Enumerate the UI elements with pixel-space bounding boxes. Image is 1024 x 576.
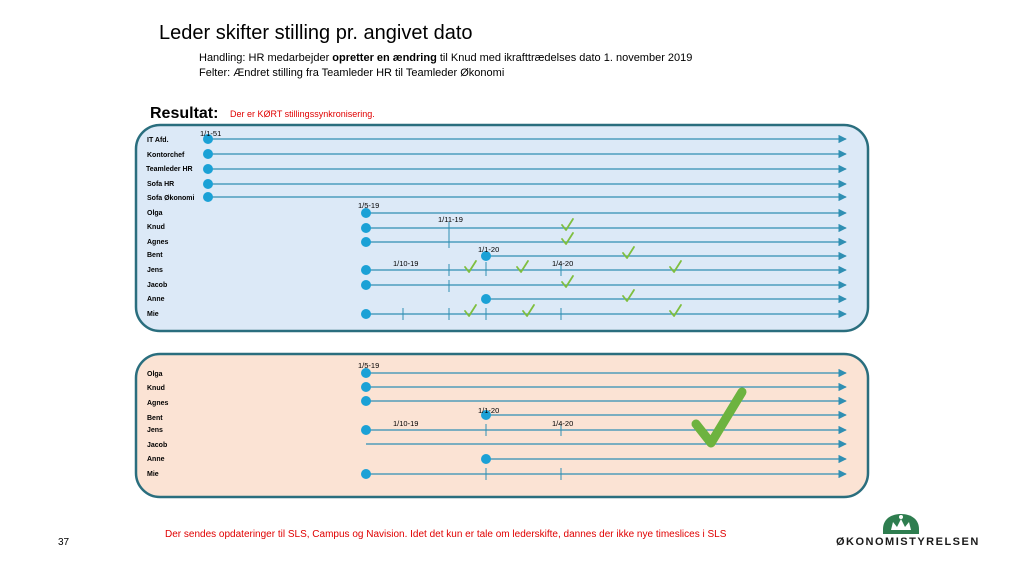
check-icon — [669, 260, 682, 273]
top-date-labels: 1/1-51 1/5-19 1/11-19 1/1-20 1/10-19 1/4… — [200, 129, 573, 268]
timeline-dot — [361, 469, 371, 479]
timeline-dot — [361, 309, 371, 319]
big-checkmark-icon — [691, 387, 747, 448]
action-bold: opretter en ændring — [332, 52, 437, 64]
row-label-mie: Mie — [147, 471, 159, 478]
timeline-dot — [361, 223, 371, 233]
bottom-timeline-lines — [366, 368, 847, 479]
check-icon — [561, 275, 574, 288]
row-label-anne: Anne — [147, 296, 165, 303]
timeline-dot — [361, 237, 371, 247]
row-label-teamleder-hr: Teamleder HR — [146, 166, 193, 173]
check-icon — [622, 289, 635, 302]
row-label-knud: Knud — [147, 224, 165, 231]
bottom-timeline-ticks — [485, 424, 562, 480]
action-prefix: Handling: HR medarbejder — [199, 52, 333, 64]
row-label-sofa-okonomi: Sofa Økonomi — [147, 195, 195, 202]
check-icon — [561, 232, 574, 245]
timeline-dot — [361, 368, 371, 378]
row-label-it-afd: IT Afd. — [147, 137, 169, 144]
date-label-1-10-19: 1/10-19 — [393, 419, 418, 428]
row-label-jens: Jens — [147, 267, 163, 274]
row-label-agnes: Agnes — [147, 400, 169, 407]
agency-logo-text: ØKONOMISTYRELSEN — [836, 536, 980, 548]
result-note: Der er KØRT stillingssynkronisering. — [230, 109, 375, 119]
row-label-bent: Bent — [147, 252, 163, 259]
row-label-sofa-hr: Sofa HR — [147, 181, 174, 188]
timeline-dot — [203, 134, 213, 144]
timeline-dot — [481, 454, 491, 464]
check-icon — [516, 260, 529, 273]
row-label-agnes: Agnes — [147, 239, 169, 246]
date-label-1-4-20: 1/4-20 — [552, 259, 573, 268]
bottom-panel — [134, 352, 870, 499]
timeline-dot — [481, 410, 491, 420]
check-icon — [622, 246, 635, 259]
action-line: Handling: HR medarbejder opretter en ænd… — [199, 52, 692, 64]
date-label-1-10-19: 1/10-19 — [393, 259, 418, 268]
page-title: Leder skifter stilling pr. angivet dato — [159, 22, 473, 44]
check-icon — [464, 304, 477, 317]
check-icon — [561, 218, 574, 231]
page-number: 37 — [58, 537, 70, 548]
action-suffix: til Knud med ikrafttrædelses dato 1. nov… — [436, 52, 693, 64]
timeline-dot — [361, 425, 371, 435]
top-timeline-ticks — [402, 222, 562, 320]
date-label-1-4-20: 1/4-20 — [552, 419, 573, 428]
timeline-dot — [203, 179, 213, 189]
row-label-jacob: Jacob — [147, 442, 167, 449]
date-label-1-11-19: 1/11-19 — [438, 215, 463, 224]
timeline-dot — [361, 396, 371, 406]
timeline-dot — [481, 251, 491, 261]
top-row-labels: IT Afd. Kontorchef Teamleder HR Sofa HR … — [146, 137, 195, 318]
footer-note: Der sendes opdateringer til SLS, Campus … — [165, 529, 727, 540]
top-checkmarks — [464, 218, 682, 317]
row-label-anne: Anne — [147, 456, 165, 463]
row-label-olga: Olga — [147, 371, 163, 378]
row-label-mie: Mie — [147, 311, 159, 318]
date-label-1-1-51: 1/1-51 — [200, 129, 221, 138]
check-icon — [522, 304, 535, 317]
top-timeline-dots — [203, 134, 491, 319]
row-label-kontorchef: Kontorchef — [147, 152, 185, 159]
timeline-dot — [361, 382, 371, 392]
crown-logo-icon — [883, 514, 919, 534]
row-label-olga: Olga — [147, 210, 163, 217]
result-label: Resultat: — [150, 105, 219, 122]
bottom-date-labels: 1/5-19 1/1-20 1/10-19 1/4-20 — [358, 361, 573, 428]
date-label-1-5-19: 1/5-19 — [358, 201, 379, 210]
row-label-knud: Knud — [147, 385, 165, 392]
date-label-1-1-20: 1/1-20 — [478, 245, 499, 254]
bottom-timeline-dots — [361, 368, 491, 479]
row-label-jens: Jens — [147, 427, 163, 434]
check-icon — [669, 304, 682, 317]
check-icon — [464, 260, 477, 273]
row-label-bent: Bent — [147, 415, 163, 422]
timeline-dot — [481, 294, 491, 304]
fields-line: Felter: Ændret stilling fra Teamleder HR… — [199, 67, 505, 79]
date-label-1-1-20: 1/1-20 — [478, 406, 499, 415]
top-timeline-lines — [208, 134, 847, 319]
row-label-jacob: Jacob — [147, 282, 167, 289]
timeline-dot — [203, 192, 213, 202]
date-label-1-5-19: 1/5-19 — [358, 361, 379, 370]
timeline-dot — [203, 149, 213, 159]
bottom-row-labels: Olga Knud Agnes Bent Jens Jacob Anne Mie — [147, 371, 169, 478]
timeline-dot — [361, 265, 371, 275]
timeline-dot — [361, 280, 371, 290]
timeline-dot — [203, 164, 213, 174]
timeline-dot — [361, 208, 371, 218]
